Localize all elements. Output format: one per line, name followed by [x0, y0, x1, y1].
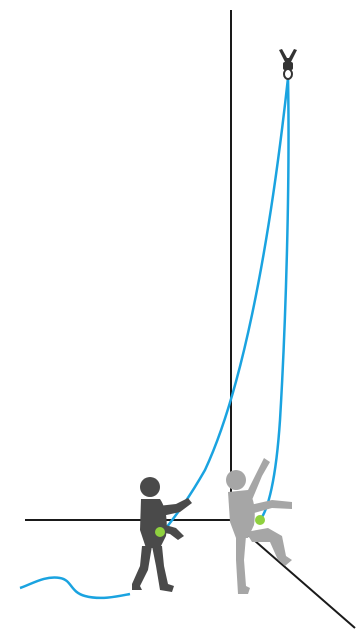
climber-body	[228, 490, 255, 538]
climber-leg-standing	[236, 534, 250, 594]
anchor-carabiner	[283, 68, 293, 80]
belayer-arm-down	[160, 524, 184, 540]
belayer-leg-right	[152, 546, 174, 592]
anchor-icon	[279, 49, 297, 62]
belayer	[132, 477, 192, 592]
room-corner	[25, 10, 356, 629]
belayer-arm-up	[158, 498, 192, 516]
anchor-bolt	[283, 62, 293, 70]
rope-anchor	[279, 49, 297, 80]
climber-leg-bent	[246, 528, 292, 566]
climber-arm-raised	[246, 458, 270, 500]
belayer-head	[140, 477, 160, 497]
climber-harness-dot	[255, 515, 265, 525]
belayer-leg-left	[132, 546, 152, 590]
climber-head	[226, 470, 246, 490]
rope-belay-side	[159, 77, 290, 537]
belayer-harness-dot	[155, 527, 165, 537]
rope-climber-side	[258, 77, 290, 521]
rope-slack	[19, 576, 131, 600]
climber	[226, 458, 292, 594]
climber-arm-side	[250, 500, 292, 513]
